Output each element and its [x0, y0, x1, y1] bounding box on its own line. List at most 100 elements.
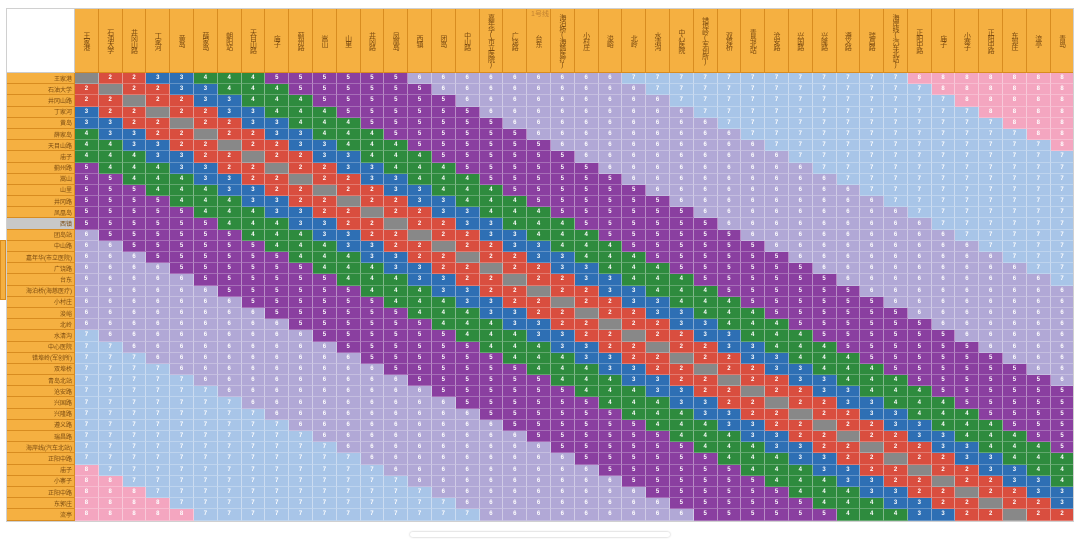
fare-cell: 4: [242, 95, 266, 106]
fare-cell: 6: [456, 409, 480, 420]
fare-cell: 3: [789, 364, 813, 375]
fare-cell: 2: [575, 297, 599, 308]
fare-cell: 5: [551, 409, 575, 420]
fare-cell: 2: [955, 476, 979, 487]
fare-cell: 7: [265, 509, 289, 520]
fare-cell: 4: [718, 442, 742, 453]
fare-cell: 6: [361, 375, 385, 386]
fare-cell: 6: [908, 308, 932, 319]
fare-cell: 3: [361, 163, 385, 174]
fare-cell: 5: [242, 263, 266, 274]
fare-cell: 6: [860, 196, 884, 207]
fare-cell: 3: [170, 73, 194, 84]
fare-cell: [146, 107, 170, 118]
fare-cell: 4: [646, 263, 670, 274]
fare-cell: 4: [123, 174, 147, 185]
fare-cell: 2: [932, 453, 956, 464]
row-header-label: 双埠桥: [54, 364, 72, 373]
fare-cell: 6: [551, 107, 575, 118]
fare-cell: 4: [503, 342, 527, 353]
fare-cell: 7: [979, 151, 1003, 162]
fare-cell: 7: [765, 107, 789, 118]
fare-cell: 6: [789, 207, 813, 218]
fare-cell: 7: [932, 151, 956, 162]
fare-cell: 5: [170, 230, 194, 241]
fare-cell: 4: [765, 465, 789, 476]
col-header-label: 双埠桥: [725, 32, 732, 50]
fare-cell: 6: [99, 241, 123, 252]
col-header: 浚峪: [599, 9, 623, 73]
fare-cell: 2: [265, 174, 289, 185]
fare-cell: [955, 487, 979, 498]
fare-cell: [765, 397, 789, 408]
fare-cell: 7: [384, 476, 408, 487]
fare-cell: 7: [646, 84, 670, 95]
fare-cell: 7: [99, 342, 123, 353]
fare-cell: 5: [860, 308, 884, 319]
fare-cell: 7: [932, 129, 956, 140]
fare-cell: 4: [575, 375, 599, 386]
fare-cell: 2: [837, 453, 861, 464]
fare-cell: 6: [361, 442, 385, 453]
fare-cell: 7: [860, 73, 884, 84]
fare-cell: 5: [146, 241, 170, 252]
fare-cell: 6: [599, 118, 623, 129]
fare-cell: 5: [265, 274, 289, 285]
fare-cell: 4: [456, 196, 480, 207]
col-header-label: 台东: [535, 35, 542, 47]
fare-cell: 4: [432, 163, 456, 174]
fare-cell: 7: [884, 84, 908, 95]
fare-cell: 7: [194, 431, 218, 442]
fare-cell: 3: [789, 375, 813, 386]
fare-cell: 4: [718, 453, 742, 464]
fare-cell: 6: [1051, 308, 1074, 319]
fare-cell: 5: [622, 196, 646, 207]
fare-cell: 4: [527, 342, 551, 353]
fare-cell: 6: [646, 151, 670, 162]
fare-cell: 5: [1051, 420, 1074, 431]
fare-cell: 2: [575, 330, 599, 341]
fare-cell: 4: [527, 353, 551, 364]
row-header: 嵩山: [7, 174, 75, 185]
fare-cell: 5: [575, 431, 599, 442]
col-header-label: 井冈山路: [130, 29, 137, 53]
fare-cell: 5: [908, 330, 932, 341]
fare-cell: 4: [718, 308, 742, 319]
fare-cell: [408, 230, 432, 241]
fare-cell: [265, 163, 289, 174]
fare-cell: 5: [741, 509, 765, 520]
fare-cell: 4: [813, 487, 837, 498]
fare-cell: 3: [265, 207, 289, 218]
fare-cell: [361, 207, 385, 218]
fare-cell: 6: [170, 274, 194, 285]
fare-cell: 2: [551, 319, 575, 330]
col-header-label: 薛家岛: [202, 32, 209, 50]
fare-cell: 2: [789, 431, 813, 442]
fare-cell: 2: [670, 375, 694, 386]
fare-cell: 7: [146, 487, 170, 498]
fare-cell: 4: [718, 297, 742, 308]
fare-cell: 7: [908, 140, 932, 151]
fare-cell: 5: [860, 342, 884, 353]
fare-cell: 6: [765, 174, 789, 185]
fare-cell: 6: [265, 330, 289, 341]
fare-cell: 2: [1027, 498, 1051, 509]
row-header-label: 兴国路: [54, 398, 72, 407]
fare-cell: 2: [313, 196, 337, 207]
fare-cell: 6: [123, 308, 147, 319]
fare-cell: 6: [955, 286, 979, 297]
fare-cell: 6: [265, 409, 289, 420]
fare-cell: 4: [99, 140, 123, 151]
col-header-label: 黄岛: [178, 35, 185, 47]
fare-cell: 6: [527, 487, 551, 498]
fare-cell: 5: [99, 174, 123, 185]
fare-cell: 5: [646, 476, 670, 487]
fare-cell: [813, 420, 837, 431]
fare-cell: 3: [622, 375, 646, 386]
fare-cell: 6: [242, 375, 266, 386]
fare-cell: 2: [242, 140, 266, 151]
fare-cell: 6: [813, 196, 837, 207]
fare-cell: 2: [718, 364, 742, 375]
fare-cell: 6: [456, 465, 480, 476]
fare-cell: 6: [384, 465, 408, 476]
